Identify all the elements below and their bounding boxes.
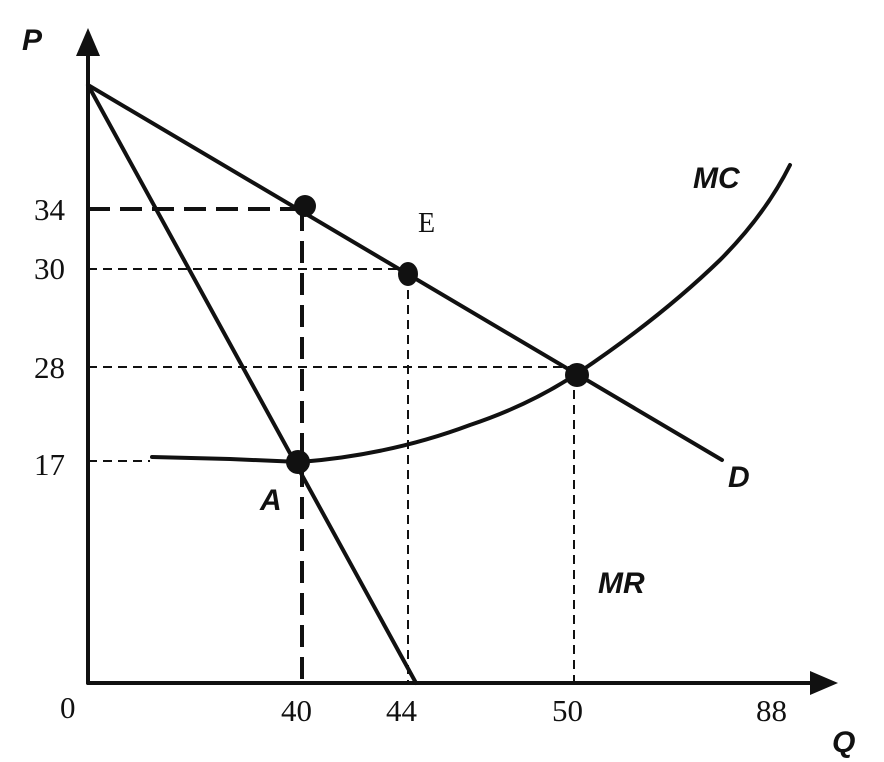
- y-tick-34: 34: [34, 192, 66, 227]
- marginal-revenue-curve: [86, 83, 418, 685]
- x-axis-arrow: [810, 671, 838, 695]
- x-tick-40: 40: [281, 693, 312, 728]
- point-a: [286, 450, 310, 474]
- a-label: A: [259, 484, 282, 517]
- e-label: E: [418, 208, 435, 239]
- y-axis-label: P: [22, 24, 43, 57]
- point-equilibrium-50: [565, 363, 589, 387]
- y-tick-30: 30: [34, 251, 65, 286]
- point-demand-40: [294, 195, 316, 217]
- y-tick-17: 17: [34, 447, 65, 482]
- x-tick-50: 50: [552, 693, 583, 728]
- x-tick-44: 44: [386, 693, 418, 728]
- point-e: [398, 262, 418, 286]
- y-tick-28: 28: [34, 350, 65, 385]
- mc-label: MC: [693, 162, 741, 195]
- mr-label: MR: [598, 567, 645, 600]
- y-axis-arrow: [76, 28, 100, 56]
- x-axis-label: Q: [832, 726, 855, 759]
- origin-label: 0: [60, 690, 76, 725]
- x-tick-88: 88: [756, 693, 787, 728]
- d-label: D: [728, 461, 750, 494]
